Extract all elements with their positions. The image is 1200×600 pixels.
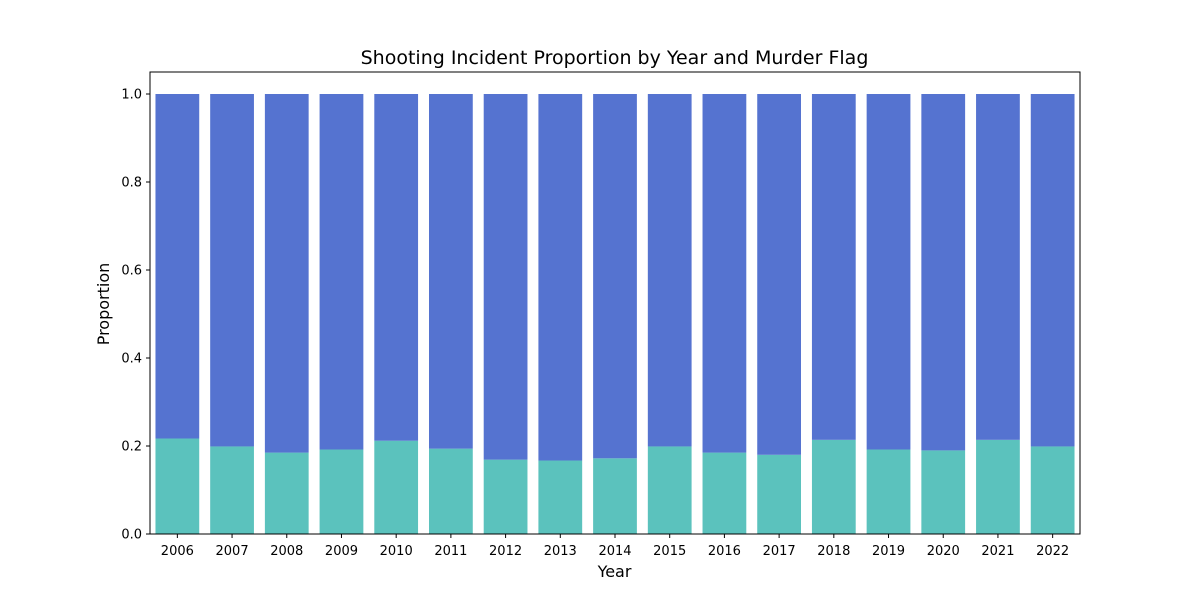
- bar-2021-series-2: [976, 94, 1020, 440]
- x-tick-label-2018: 2018: [817, 544, 850, 559]
- bar-2012-series-1: [483, 459, 528, 534]
- y-axis: 0.0 0.2 0.4 0.6 0.8 1.0: [121, 88, 150, 543]
- bar-2020-series-2: [921, 94, 966, 451]
- bar-2022-series-2: [1030, 94, 1075, 447]
- bar-2008-series-2: [264, 94, 309, 453]
- bar-2009-series-1: [319, 449, 364, 534]
- x-tick-label-2010: 2010: [380, 544, 413, 559]
- bar-2017-series-2: [757, 94, 801, 455]
- bar-2013-series-1: [538, 460, 583, 534]
- bar-2014-series-2: [593, 94, 637, 459]
- y-tick-label-0.4: 0.4: [121, 352, 142, 367]
- bar-2011-series-1: [429, 448, 473, 534]
- bar-2006-series-2: [155, 94, 200, 439]
- bar-2017-series-1: [757, 454, 801, 534]
- plot-frame: [149, 71, 1081, 535]
- y-tick-label-0.2: 0.2: [121, 440, 142, 455]
- x-tick-label-2009: 2009: [325, 544, 358, 559]
- bar-2012-series-2: [483, 94, 528, 460]
- bar-2013-series-2: [538, 94, 583, 461]
- y-tick-label-0.0: 0.0: [121, 528, 142, 543]
- bar-2019-series-1: [866, 449, 911, 534]
- bar-2007-series-1: [210, 446, 254, 534]
- x-tick-label-2014: 2014: [598, 544, 631, 559]
- x-tick-label-2011: 2011: [434, 544, 467, 559]
- bar-2007-series-2: [210, 94, 254, 447]
- bar-2021-series-1: [976, 439, 1020, 534]
- bar-2014-series-1: [593, 458, 637, 534]
- bar-2016-series-2: [702, 94, 747, 453]
- bar-2019-series-2: [866, 94, 911, 450]
- bars-layer: [155, 94, 1075, 534]
- chart-title: Shooting Incident Proportion by Year and…: [361, 47, 869, 69]
- bar-2018-series-1: [811, 439, 856, 534]
- bar-2018-series-2: [811, 94, 856, 440]
- bar-2008-series-1: [264, 452, 309, 534]
- x-tick-label-2019: 2019: [872, 544, 905, 559]
- x-tick-label-2022: 2022: [1036, 544, 1069, 559]
- x-tick-label-2017: 2017: [763, 544, 796, 559]
- x-tick-label-2006: 2006: [161, 544, 194, 559]
- x-tick-label-2012: 2012: [489, 544, 522, 559]
- bar-2010-series-2: [374, 94, 419, 441]
- x-axis-label: Year: [597, 562, 632, 581]
- y-axis-label: Proportion: [94, 263, 113, 346]
- bar-2010-series-1: [374, 440, 419, 534]
- bar-2006-series-1: [155, 438, 200, 534]
- x-tick-label-2007: 2007: [216, 544, 249, 559]
- bar-2015-series-2: [647, 94, 692, 447]
- x-tick-label-2016: 2016: [708, 544, 741, 559]
- bar-2022-series-1: [1030, 446, 1075, 534]
- x-tick-label-2008: 2008: [270, 544, 303, 559]
- x-tick-label-2020: 2020: [927, 544, 960, 559]
- y-tick-label-1.0: 1.0: [121, 88, 142, 103]
- x-axis: 2006 2007 2008 2009 2010 2011 2012 2013 2014 2015…: [161, 534, 1069, 559]
- bar-2020-series-1: [921, 450, 966, 534]
- bar-2015-series-1: [647, 446, 692, 534]
- x-tick-label-2015: 2015: [653, 544, 686, 559]
- x-tick-label-2013: 2013: [544, 544, 577, 559]
- bar-2016-series-1: [702, 452, 747, 534]
- bar-2009-series-2: [319, 94, 364, 450]
- y-tick-label-0.8: 0.8: [121, 176, 142, 191]
- x-tick-label-2021: 2021: [981, 544, 1014, 559]
- y-tick-label-0.6: 0.6: [121, 264, 142, 279]
- bar-2011-series-2: [429, 94, 473, 449]
